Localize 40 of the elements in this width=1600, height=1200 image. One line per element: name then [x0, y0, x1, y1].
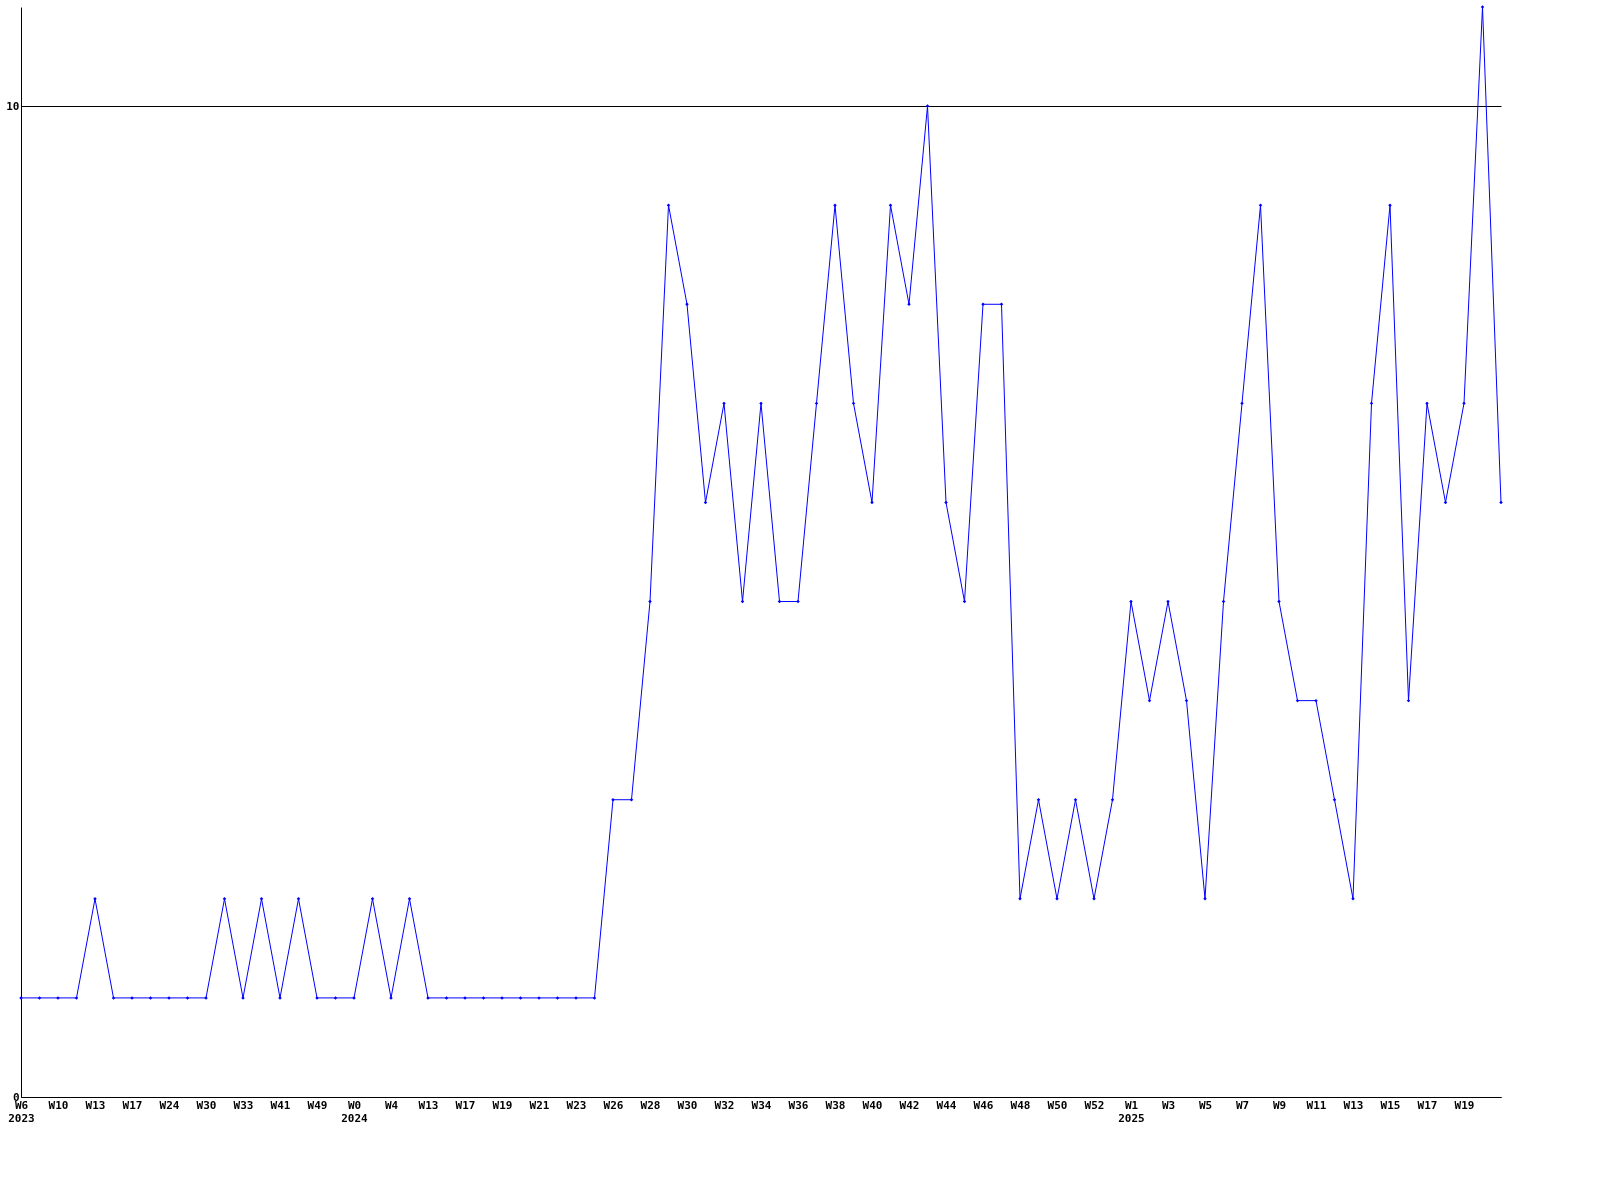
x-tick-label: W24 [159, 1098, 180, 1112]
x-tick-label: W11 [1306, 1098, 1327, 1112]
x-tick-label: W13 [1343, 1098, 1364, 1112]
x-tick-label: W40 [862, 1098, 883, 1112]
x-tick-label: W34 [751, 1098, 772, 1112]
x-tick-label: W17 [122, 1098, 143, 1112]
x-tick-label: W48 [1010, 1098, 1031, 1112]
x-tick-label: W38 [825, 1098, 846, 1112]
x-tick-label: W49 [307, 1098, 328, 1112]
x-tick-label: W3 [1161, 1098, 1176, 1112]
x-tick-label: W50 [1047, 1098, 1068, 1112]
x-tick-label: W42 [899, 1098, 920, 1112]
x-tick-label: W1 2025 [1118, 1098, 1145, 1125]
x-tick-label: W0 2024 [341, 1098, 369, 1125]
x-tick-label: W30 [677, 1098, 698, 1112]
x-tick-label: W13 [418, 1098, 439, 1112]
x-tick-label: W26 [603, 1098, 624, 1112]
x-tick-label: W19 [492, 1098, 513, 1112]
x-tick-label: W28 [640, 1098, 661, 1112]
x-tick-label: W23 [566, 1098, 587, 1112]
x-tick-label: W5 [1198, 1098, 1213, 1112]
x-tick-label: W7 [1235, 1098, 1250, 1112]
x-tick-label: W10 [48, 1098, 69, 1112]
x-tick-label: W21 [529, 1098, 550, 1112]
x-tick-label: W41 [270, 1098, 291, 1112]
x-tick-label: W32 [714, 1098, 735, 1112]
x-tick-label: W30 [196, 1098, 217, 1112]
x-tick-label: W33 [233, 1098, 254, 1112]
x-tick-label: W44 [936, 1098, 957, 1112]
x-tick-label: W4 [384, 1098, 399, 1112]
x-tick-label: W13 [85, 1098, 106, 1112]
x-tick-label: W52 [1084, 1098, 1105, 1112]
x-tick-label: W36 [788, 1098, 809, 1112]
x-tick-label: W17 [1417, 1098, 1438, 1112]
x-tick-label: W9 [1272, 1098, 1287, 1112]
x-tick-label: W17 [455, 1098, 476, 1112]
x-tick-label: W15 [1380, 1098, 1401, 1112]
x-tick-label: W46 [973, 1098, 994, 1112]
x-tick-label: W19 [1454, 1098, 1475, 1112]
y-tick-label: 10 [6, 99, 20, 113]
